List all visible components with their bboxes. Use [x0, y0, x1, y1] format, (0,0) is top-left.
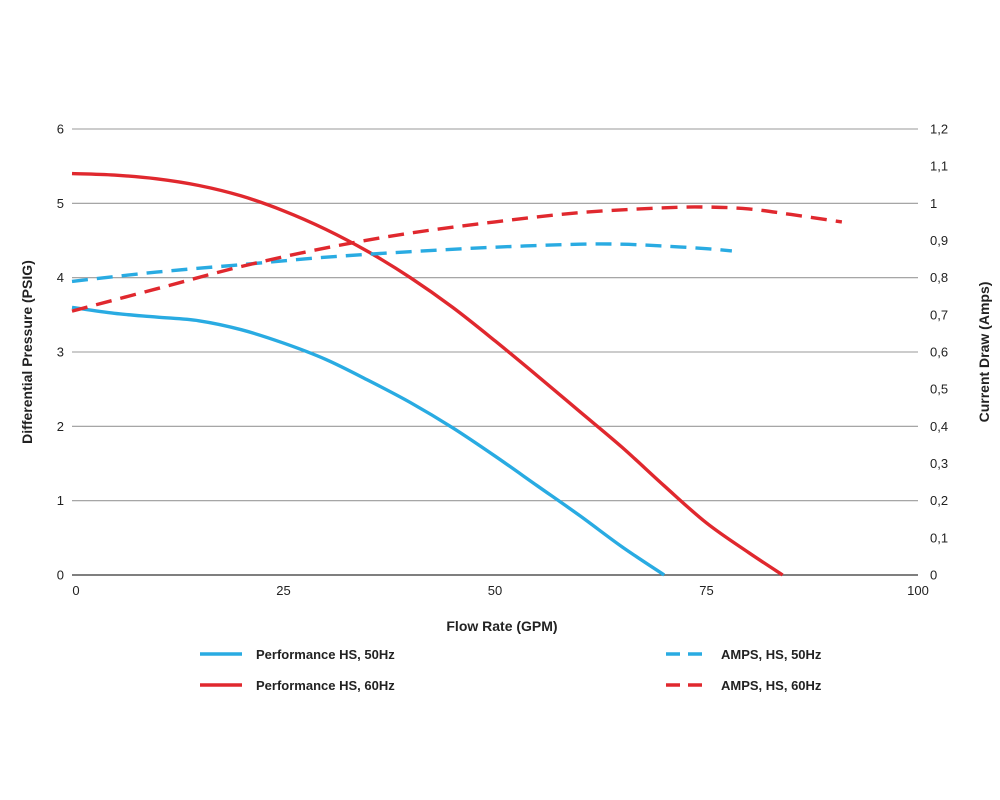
y2-tick-label: 0,1	[930, 530, 948, 545]
y2-tick-label: 0,3	[930, 456, 948, 471]
x-tick-label: 0	[72, 583, 79, 598]
y2-tick-label: 0,7	[930, 307, 948, 322]
legend: Performance HS, 50Hz Performance HS, 60H…	[200, 647, 822, 693]
y2-tick-label: 1,2	[930, 122, 948, 137]
y2-tick-label: 0,5	[930, 382, 948, 397]
y-tick-label: 1	[57, 493, 64, 508]
x-tick-label: 100	[907, 583, 929, 598]
y2-tick-label: 0,4	[930, 419, 948, 434]
x-tick-label: 25	[276, 583, 290, 598]
y-axis-title: Differential Pressure (PSIG)	[19, 260, 35, 444]
x-axis-title: Flow Rate (GPM)	[446, 618, 557, 634]
grid-lines	[72, 128, 918, 576]
y2-tick-label: 0,9	[930, 233, 948, 248]
y2-tick-label: 1,1	[930, 159, 948, 174]
series-line-amps-hs-60hz	[71, 205, 843, 313]
y-tick-label: 2	[57, 419, 64, 434]
series-line-performance-hs-60hz	[71, 171, 784, 577]
y-tick-label: 3	[57, 345, 64, 360]
x-tick-label: 50	[488, 583, 502, 598]
y2-tick-label: 1	[930, 196, 937, 211]
series-lines	[71, 171, 843, 577]
y-tick-label: 0	[57, 568, 64, 583]
legend-item-performance-60hz: Performance HS, 60Hz	[200, 678, 395, 693]
y2-tick-label: 0,8	[930, 270, 948, 285]
legend-item-amps-60hz: AMPS, HS, 60Hz	[666, 678, 822, 693]
y2-tick-label: 0,6	[930, 345, 948, 360]
legend-label-performance-60hz: Performance HS, 60Hz	[256, 678, 395, 693]
tick-labels: 0 1 2 3 4 5 6 0 0,1 0,2 0,3 0,4 0,5 0,6 0,7 0,8 0,9 1 1,1 1…	[57, 122, 948, 599]
legend-item-amps-50hz: AMPS, HS, 50Hz	[666, 647, 822, 662]
series-line-amps-hs-50hz	[71, 242, 733, 284]
y-tick-label: 6	[57, 122, 64, 137]
y2-tick-label: 0	[930, 568, 937, 583]
y2-tick-label: 0,2	[930, 493, 948, 508]
x-tick-label: 75	[699, 583, 713, 598]
y-tick-label: 5	[57, 196, 64, 211]
y-tick-label: 4	[57, 270, 64, 285]
legend-label-performance-50hz: Performance HS, 50Hz	[256, 647, 395, 662]
legend-label-amps-60hz: AMPS, HS, 60Hz	[721, 678, 822, 693]
legend-item-performance-50hz: Performance HS, 50Hz	[200, 647, 395, 662]
series-line-performance-hs-50hz	[71, 305, 666, 577]
legend-label-amps-50hz: AMPS, HS, 50Hz	[721, 647, 822, 662]
y2-axis-title: Current Draw (Amps)	[976, 282, 992, 423]
